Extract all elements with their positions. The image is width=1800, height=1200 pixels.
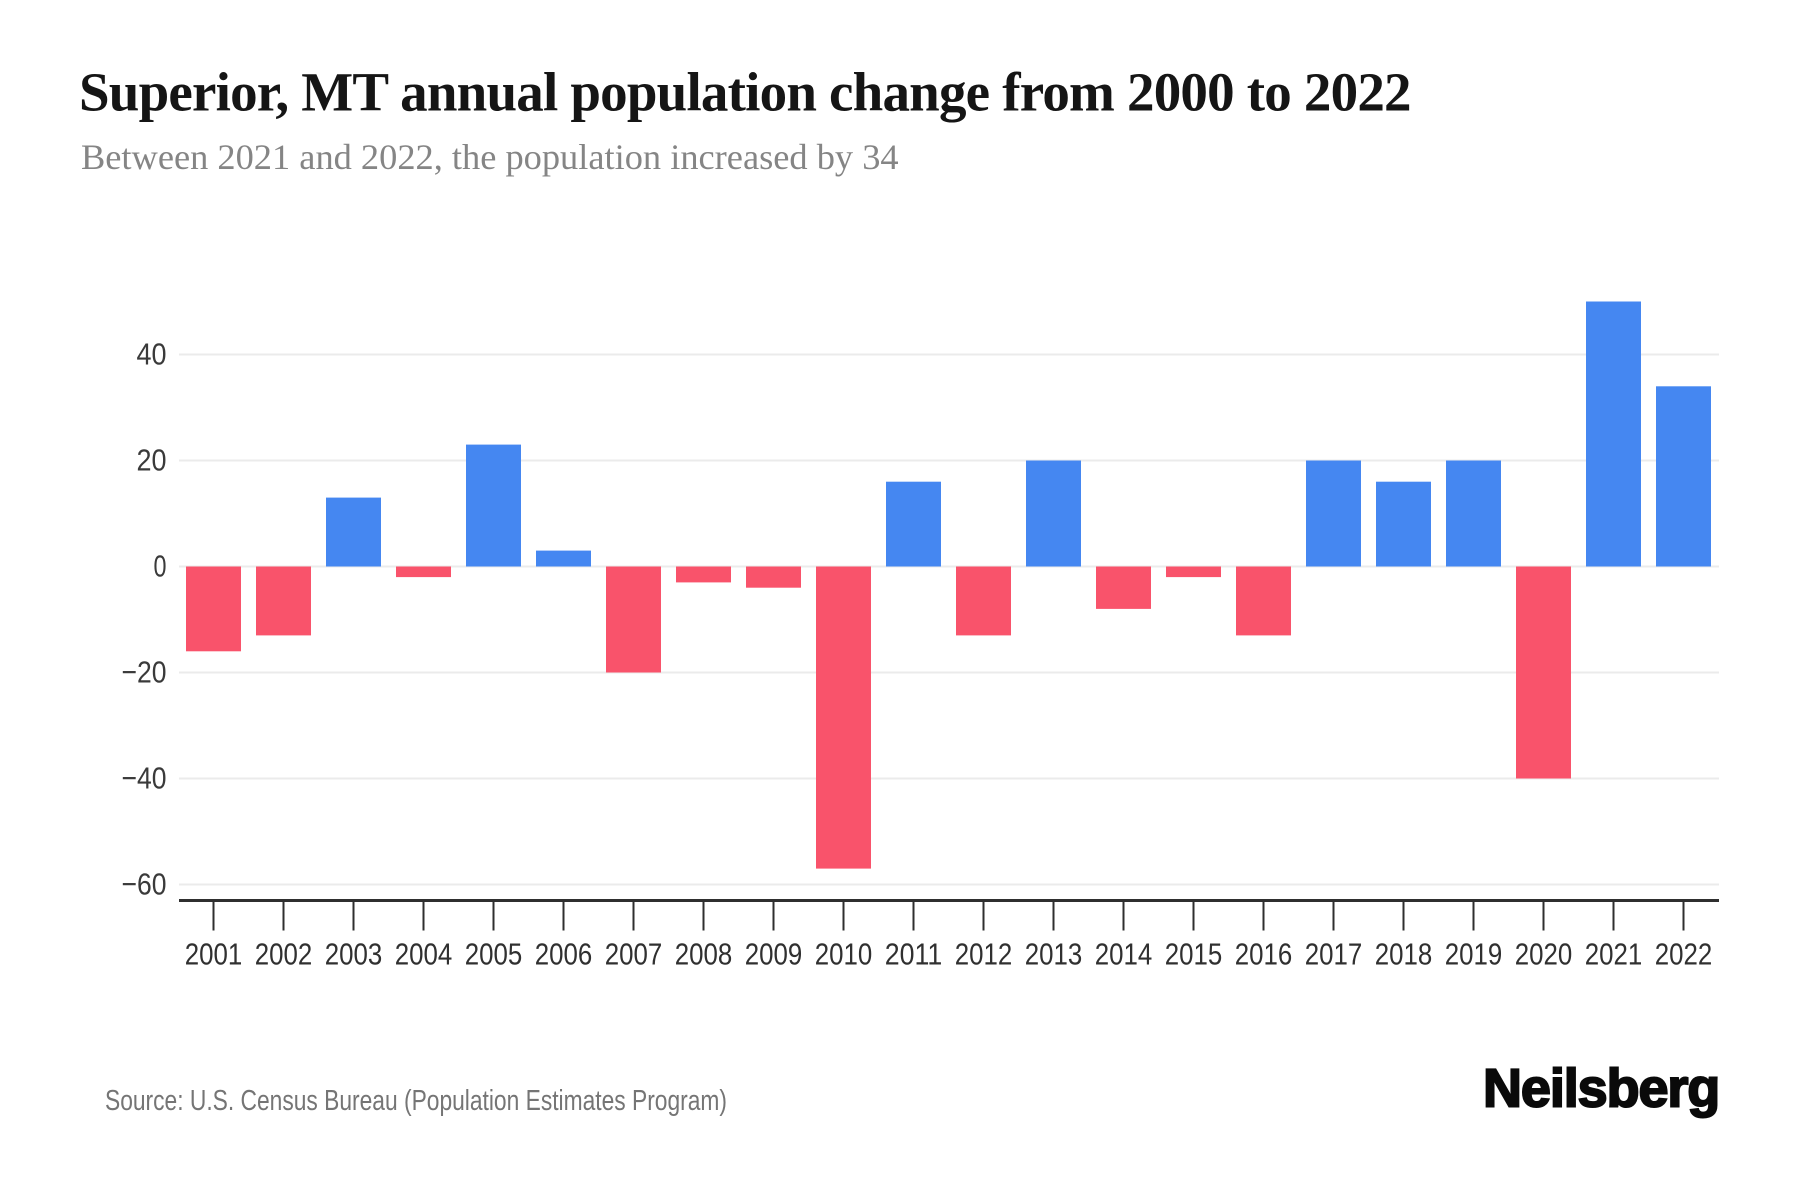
- svg-text:2006: 2006: [535, 937, 593, 972]
- svg-text:40: 40: [137, 337, 167, 372]
- svg-text:2018: 2018: [1375, 937, 1433, 972]
- svg-text:20: 20: [137, 443, 167, 478]
- svg-text:2013: 2013: [1025, 937, 1083, 972]
- svg-text:2022: 2022: [1655, 937, 1713, 972]
- svg-text:Between 2021 and 2022, the pop: Between 2021 and 2022, the population in…: [81, 137, 899, 177]
- svg-text:2021: 2021: [1585, 937, 1643, 972]
- svg-text:−40: −40: [122, 761, 167, 796]
- svg-text:Source: U.S. Census Bureau (Po: Source: U.S. Census Bureau (Population E…: [105, 1085, 727, 1117]
- svg-text:0: 0: [154, 549, 167, 584]
- svg-text:2015: 2015: [1165, 937, 1223, 972]
- svg-text:2020: 2020: [1515, 937, 1573, 972]
- svg-text:2019: 2019: [1445, 937, 1503, 972]
- svg-text:2001: 2001: [185, 937, 243, 972]
- svg-text:2012: 2012: [955, 937, 1013, 972]
- svg-text:−20: −20: [122, 655, 167, 690]
- svg-text:2016: 2016: [1235, 937, 1293, 972]
- svg-text:2003: 2003: [325, 937, 383, 972]
- svg-text:2011: 2011: [885, 937, 943, 972]
- svg-text:−60: −60: [122, 867, 167, 902]
- svg-text:2009: 2009: [745, 937, 803, 972]
- svg-text:2010: 2010: [815, 937, 873, 972]
- svg-text:Neilsberg: Neilsberg: [1483, 1059, 1719, 1119]
- svg-text:2014: 2014: [1095, 937, 1153, 972]
- svg-text:2005: 2005: [465, 937, 523, 972]
- svg-text:2008: 2008: [675, 937, 733, 972]
- svg-text:2002: 2002: [255, 937, 313, 972]
- svg-text:2004: 2004: [395, 937, 453, 972]
- svg-text:2017: 2017: [1305, 937, 1363, 972]
- svg-text:2007: 2007: [605, 937, 663, 972]
- svg-text:Superior, MT annual population: Superior, MT annual population change fr…: [79, 62, 1411, 123]
